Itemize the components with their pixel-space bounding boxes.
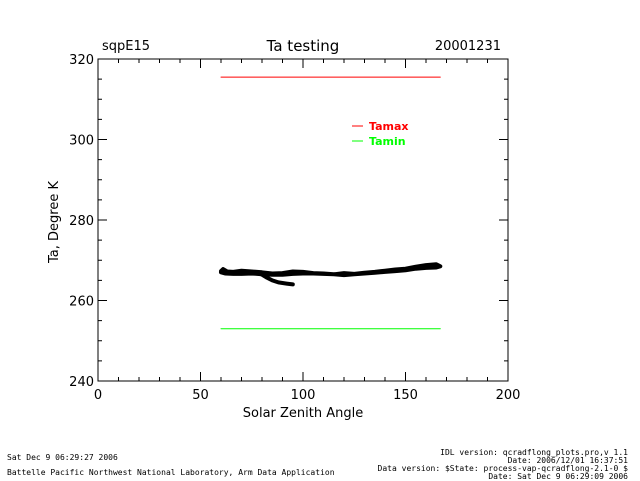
plot-frame bbox=[97, 58, 509, 382]
footer-data-date: Date: Sat Dec 9 06:29:09 2006 bbox=[488, 472, 628, 481]
x-axis-label: Solar Zenith Angle bbox=[243, 406, 363, 421]
footer-timestamp: Sat Dec 9 06:29:27 2006 bbox=[7, 453, 118, 462]
site-label: sqpE15 bbox=[102, 39, 150, 54]
footer-data-version: Data version: $State: process-vap-qcradf… bbox=[377, 464, 628, 473]
footer-idl-date: Date: 2006/12/01 16:37:51 bbox=[507, 456, 628, 465]
chart-title: Ta testing bbox=[266, 37, 340, 55]
legend-tamin-label: Tamin bbox=[369, 135, 406, 148]
y-tick-label: 300 bbox=[69, 134, 94, 149]
x-tick-label: 50 bbox=[192, 388, 209, 403]
series-layer bbox=[219, 76, 443, 330]
x-tick-label: 0 bbox=[94, 388, 102, 403]
axis-ticks bbox=[97, 58, 509, 382]
legend-tamax-label: Tamax bbox=[369, 120, 409, 133]
y-axis-label: Ta, Degree K bbox=[47, 181, 62, 264]
x-tick-label: 200 bbox=[496, 388, 521, 403]
y-tick-label: 280 bbox=[69, 214, 94, 229]
footer-idl-version: IDL version: qcradflong_plots.pro,v 1.1 bbox=[440, 448, 628, 457]
y-tick-label: 260 bbox=[69, 295, 94, 310]
legend: Tamax Tamin bbox=[352, 120, 409, 148]
date-label: 20001231 bbox=[435, 39, 501, 54]
footer-lab: Battelle Pacific Northwest National Labo… bbox=[7, 468, 335, 477]
x-tick-label: 100 bbox=[291, 388, 316, 403]
axis-tick-labels: 0 50 100 150 200 240 260 280 300 320 bbox=[69, 53, 520, 403]
y-tick-label: 320 bbox=[69, 53, 94, 68]
series-ta-line bbox=[219, 262, 443, 287]
y-tick-label: 240 bbox=[69, 375, 94, 390]
x-tick-label: 150 bbox=[393, 388, 418, 403]
